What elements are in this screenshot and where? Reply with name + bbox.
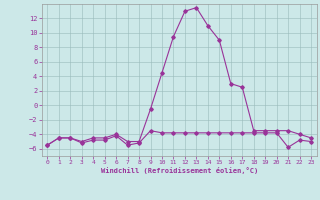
X-axis label: Windchill (Refroidissement éolien,°C): Windchill (Refroidissement éolien,°C) — [100, 167, 258, 174]
